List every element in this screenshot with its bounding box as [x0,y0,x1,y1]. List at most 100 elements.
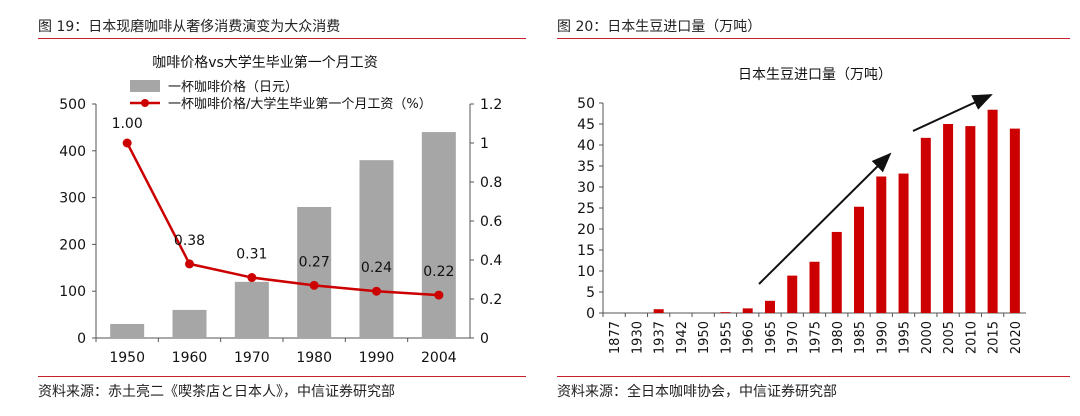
import-bar [720,312,731,313]
price-bar [110,323,145,338]
figure-20-title: 图 20：日本生豆进口量（万吨） [557,19,762,35]
y-tick-label: 20 [577,222,595,238]
y-tick-label: 40 [577,138,595,154]
bottom-divider [557,376,1070,377]
bean-import-chart: 日本生豆进口量（万吨） 0 5 10 15 20 25 30 35 40 45 50 1877 1930… [577,67,1026,354]
y-tick-label: 45 [577,117,595,133]
figure-19-source: 资料来源：赤土亮二《喫茶店と日本人》，中信证券研究部 [38,384,395,400]
x-tick-label: 1960 [172,350,208,366]
legend-bar-swatch [130,80,160,92]
x-tick-label: 1942 [675,321,690,354]
legend-line-marker [141,99,149,107]
ratio-line [126,142,439,297]
right-figure-panel: 图 20：日本生豆进口量（万吨） 日本生豆进口量（万吨） 0 5 10 15 20 25 3… [553,0,1080,416]
ratio-point [185,259,194,269]
x-tick-label: 1975 [809,321,824,354]
x-tick-label: 1955 [719,321,734,354]
chart-title: 日本生豆进口量（万吨） [738,67,892,83]
ratio-data-label: 1.00 [112,116,143,132]
right-tick-label: 0.2 [480,292,502,308]
top-divider [557,38,1070,39]
y-tick-label: 50 [577,96,595,112]
x-tick-label: 1930 [630,321,645,354]
ratio-point [372,286,381,296]
right-tick-label: 1 [480,136,489,152]
right-tick-label: 0 [480,331,489,347]
right-tick-label: 0.4 [480,253,502,269]
import-bar [898,173,909,313]
ratio-data-label: 0.22 [423,264,454,280]
x-tick-label: 1877 [608,321,623,354]
import-bar [920,137,931,313]
trend-arrow-icon [758,152,892,285]
price-bar [359,160,394,338]
right-tick-label: 1.2 [480,97,502,113]
y-tick-label: 25 [577,201,595,217]
x-tick-label: 1960 [742,321,757,354]
x-tick-label: 1970 [234,350,270,366]
x-tick-label: 2000 [920,321,935,354]
x-tick-label: 1965 [764,321,779,354]
price-bar [421,132,456,338]
coffee-price-chart: 咖啡价格vs大学生毕业第一个月工资 一杯咖啡价格（日元） 一杯咖啡价格/大学生毕… [59,54,502,366]
ratio-point [309,280,319,290]
ratio-point [122,138,132,148]
left-tick-label: 400 [59,144,86,160]
import-bar [787,275,798,313]
chart-title: 咖啡价格vs大学生毕业第一个月工资 [152,54,378,71]
import-bar [764,300,775,313]
left-tick-label: 300 [59,191,86,207]
bottom-divider [38,376,526,377]
ratio-point [434,290,444,300]
x-tick-label: 2015 [987,321,1002,354]
import-bar [876,176,887,313]
left-figure-panel: 图 19：日本现磨咖啡从奢侈消费演变为大众消费 咖啡价格vs大学生毕业第一个月工… [38,19,526,400]
x-tick-label: 1950 [697,321,712,354]
import-bar [965,126,976,313]
y-tick-label: 5 [586,285,595,301]
y-tick-label: 15 [577,243,595,259]
right-tick-label: 0.8 [480,175,502,191]
import-bar [742,308,753,313]
x-tick-label: 1937 [653,321,668,354]
price-bar [297,206,332,338]
x-tick-label: 1990 [875,321,890,354]
ratio-point [247,273,257,283]
import-bar [943,124,954,313]
left-tick-label: 100 [59,284,86,300]
import-bar [854,206,865,313]
import-bar [1009,128,1020,313]
x-tick-label: 2010 [964,321,979,354]
x-tick-label: 1970 [786,321,801,354]
x-tick-label: 1990 [359,350,395,366]
import-bar [987,109,998,313]
legend-bar-label: 一杯咖啡价格（日元） [168,79,298,95]
y-tick-label: 30 [577,180,595,196]
ratio-data-label: 0.24 [361,260,392,276]
x-tick-label: 1985 [853,321,868,354]
figure-20-source: 资料来源：全日本咖啡协会，中信证券研究部 [557,384,837,400]
x-tick-label: 2020 [1009,321,1024,354]
price-bar [172,309,207,338]
legend-line-label: 一杯咖啡价格/大学生毕业第一个月工资（%） [168,96,432,112]
price-bar [234,281,269,338]
y-tick-label: 10 [577,264,595,280]
ratio-data-label: 0.27 [299,254,330,270]
left-tick-label: 0 [77,331,86,347]
ratio-data-label: 0.38 [174,233,205,249]
ratio-data-label: 0.31 [236,247,267,263]
right-tick-label: 0.6 [480,214,502,230]
x-tick-label: 1980 [831,321,846,354]
x-tick-label: 1950 [109,350,145,366]
y-tick-label: 35 [577,159,595,175]
left-tick-label: 200 [59,237,86,253]
x-tick-label: 1995 [898,321,913,354]
trend-arrow-icon [912,94,993,132]
import-bar [831,231,842,313]
import-bar [653,309,664,313]
x-tick-label: 2005 [942,321,957,354]
figure-19-title: 图 19：日本现磨咖啡从奢侈消费演变为大众消费 [38,19,341,35]
x-tick-label: 1980 [296,350,332,366]
y-tick-label: 0 [586,306,595,322]
left-tick-label: 500 [59,97,86,113]
